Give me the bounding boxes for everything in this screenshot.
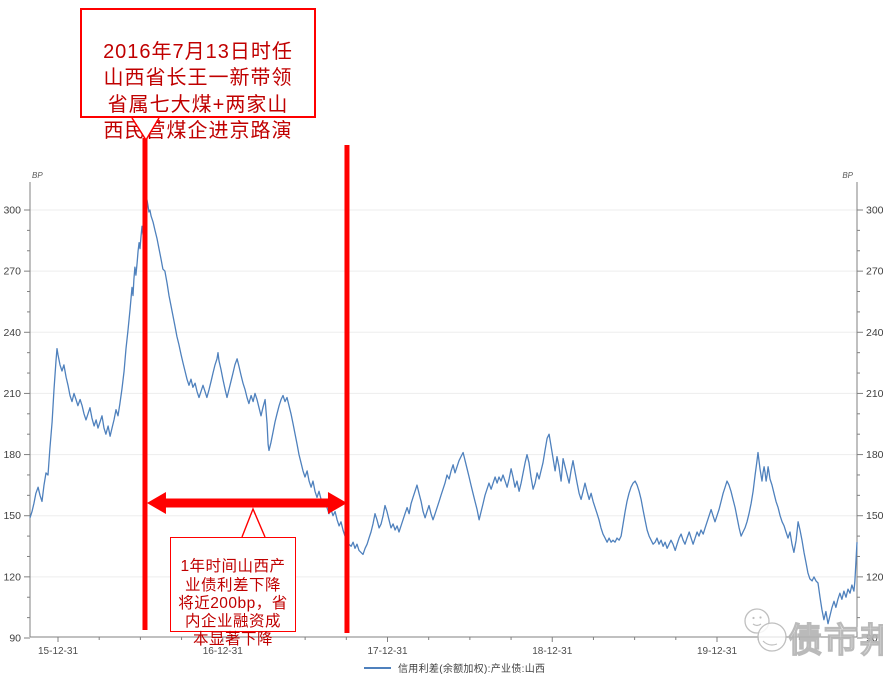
axes: 90 90 120 120 150 150 180 180 210 210 240 240 270 270…: [3, 171, 883, 657]
result-annotation-text: 1年时间山西产 业债利差下降 将近200bp，省 内企业融资成 本显著下降: [178, 558, 288, 649]
svg-text:300: 300: [866, 205, 883, 217]
chart-legend: 信用利差(余额加权):产业债:山西: [364, 660, 545, 675]
svg-text:270: 270: [866, 266, 883, 278]
legend-line-swatch: [364, 666, 391, 669]
svg-text:210: 210: [3, 388, 21, 400]
event-annotation-callout: 2016年7月13日时任 山西省长王一新带领 省属七大煤+两家山 西民营煤企进京…: [80, 8, 316, 142]
svg-text:180: 180: [3, 449, 21, 461]
spread-decline-arrow: [146, 492, 347, 514]
svg-text:300: 300: [3, 205, 21, 217]
svg-text:150: 150: [866, 510, 883, 522]
svg-text:210: 210: [866, 388, 883, 400]
svg-text:15-12-31: 15-12-31: [38, 646, 78, 657]
svg-text:16-12-31: 16-12-31: [203, 646, 243, 657]
svg-text:90: 90: [9, 633, 21, 645]
svg-text:19-12-31: 19-12-31: [697, 646, 737, 657]
svg-text:18-12-31: 18-12-31: [532, 646, 572, 657]
svg-text:120: 120: [3, 571, 21, 583]
svg-text:150: 150: [3, 510, 21, 522]
y-axis-unit-left: BP: [32, 171, 43, 180]
svg-text:270: 270: [3, 266, 21, 278]
watermark-zhaishibang: 债市邦: [744, 608, 883, 661]
callout-pointer-up-icon: [241, 507, 266, 538]
svg-text:180: 180: [866, 449, 883, 461]
result-annotation-callout: 1年时间山西产 业债利差下降 将近200bp，省 内企业融资成 本显著下降: [170, 537, 296, 648]
svg-text:120: 120: [866, 571, 883, 583]
y-axis-unit-right: BP: [842, 171, 853, 180]
svg-text:17-12-31: 17-12-31: [367, 646, 407, 657]
watermark-text: 债市邦: [788, 621, 883, 660]
svg-text:90: 90: [866, 633, 878, 645]
svg-text:240: 240: [866, 327, 883, 339]
gridlines: [30, 209, 857, 578]
legend-series-label: 信用利差(余额加权):产业债:山西: [398, 664, 546, 675]
callout-pointer-down-icon: [131, 117, 160, 142]
credit-spread-series-line: [29, 199, 858, 625]
svg-text:240: 240: [3, 327, 21, 339]
